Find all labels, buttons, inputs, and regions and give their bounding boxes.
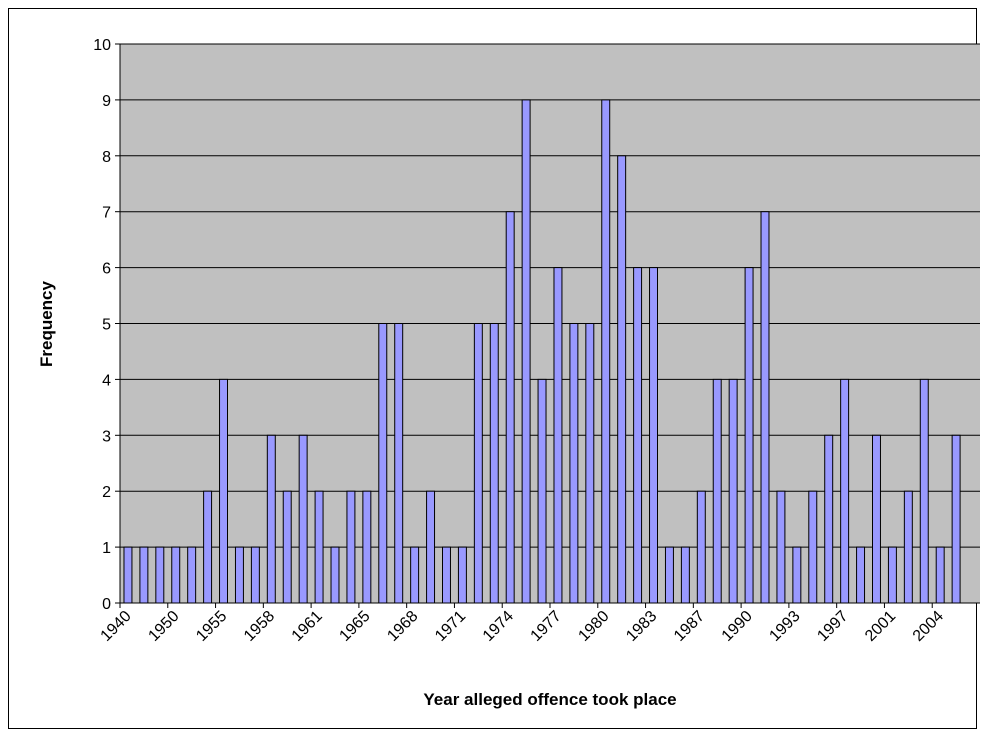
bar <box>298 434 308 604</box>
bar <box>505 211 515 604</box>
bar <box>537 378 547 604</box>
bar <box>585 323 595 604</box>
bar <box>712 378 722 604</box>
bar <box>314 490 324 604</box>
y-tick-label: 1 <box>102 540 111 557</box>
bar <box>155 546 165 604</box>
bar <box>760 211 770 604</box>
bar <box>808 490 818 604</box>
bar <box>266 434 276 604</box>
x-axis-title: Year alleged offence took place <box>423 690 676 709</box>
bar <box>617 155 627 604</box>
bar <box>601 99 611 604</box>
bar <box>457 546 467 604</box>
bar <box>664 546 674 604</box>
bar <box>872 434 881 604</box>
bar <box>569 323 579 604</box>
bar <box>378 323 388 604</box>
bar <box>426 490 436 604</box>
bar <box>187 546 197 604</box>
bar <box>171 546 181 604</box>
bar <box>330 546 340 604</box>
bar <box>633 267 643 604</box>
bar <box>139 546 149 604</box>
y-tick-label: 10 <box>93 37 111 54</box>
bar <box>473 323 483 604</box>
y-tick-label: 6 <box>102 261 111 278</box>
bar <box>696 490 706 604</box>
bar <box>887 546 897 604</box>
y-axis-title: Frequency <box>37 280 56 367</box>
y-tick-label: 8 <box>102 149 111 166</box>
bar <box>919 378 929 604</box>
bar <box>394 323 404 604</box>
bar <box>250 546 260 604</box>
bar <box>840 378 850 604</box>
bar <box>792 546 802 604</box>
bar <box>489 323 499 604</box>
bar <box>346 490 356 604</box>
bar <box>776 490 786 604</box>
bar <box>521 99 531 604</box>
y-tick-label: 2 <box>102 484 111 501</box>
bar <box>442 546 451 604</box>
bar <box>649 267 659 604</box>
bar <box>362 490 372 604</box>
bar <box>219 378 228 604</box>
bar <box>824 434 834 604</box>
bar <box>203 490 213 604</box>
bar <box>410 546 420 604</box>
bar <box>282 490 292 604</box>
bar <box>553 267 563 604</box>
y-tick-label: 0 <box>102 596 111 613</box>
bar <box>951 434 961 604</box>
y-tick-label: 7 <box>102 205 111 222</box>
bar <box>903 490 913 604</box>
bar <box>935 546 945 604</box>
y-tick-label: 4 <box>102 372 111 389</box>
y-tick-label: 3 <box>102 428 111 445</box>
bar <box>856 546 866 604</box>
y-tick-label: 5 <box>102 317 111 334</box>
bar <box>680 546 690 604</box>
y-tick-label: 9 <box>102 93 111 110</box>
bar <box>744 267 754 604</box>
bar <box>234 546 244 604</box>
bar <box>728 378 738 604</box>
bar <box>123 546 133 604</box>
